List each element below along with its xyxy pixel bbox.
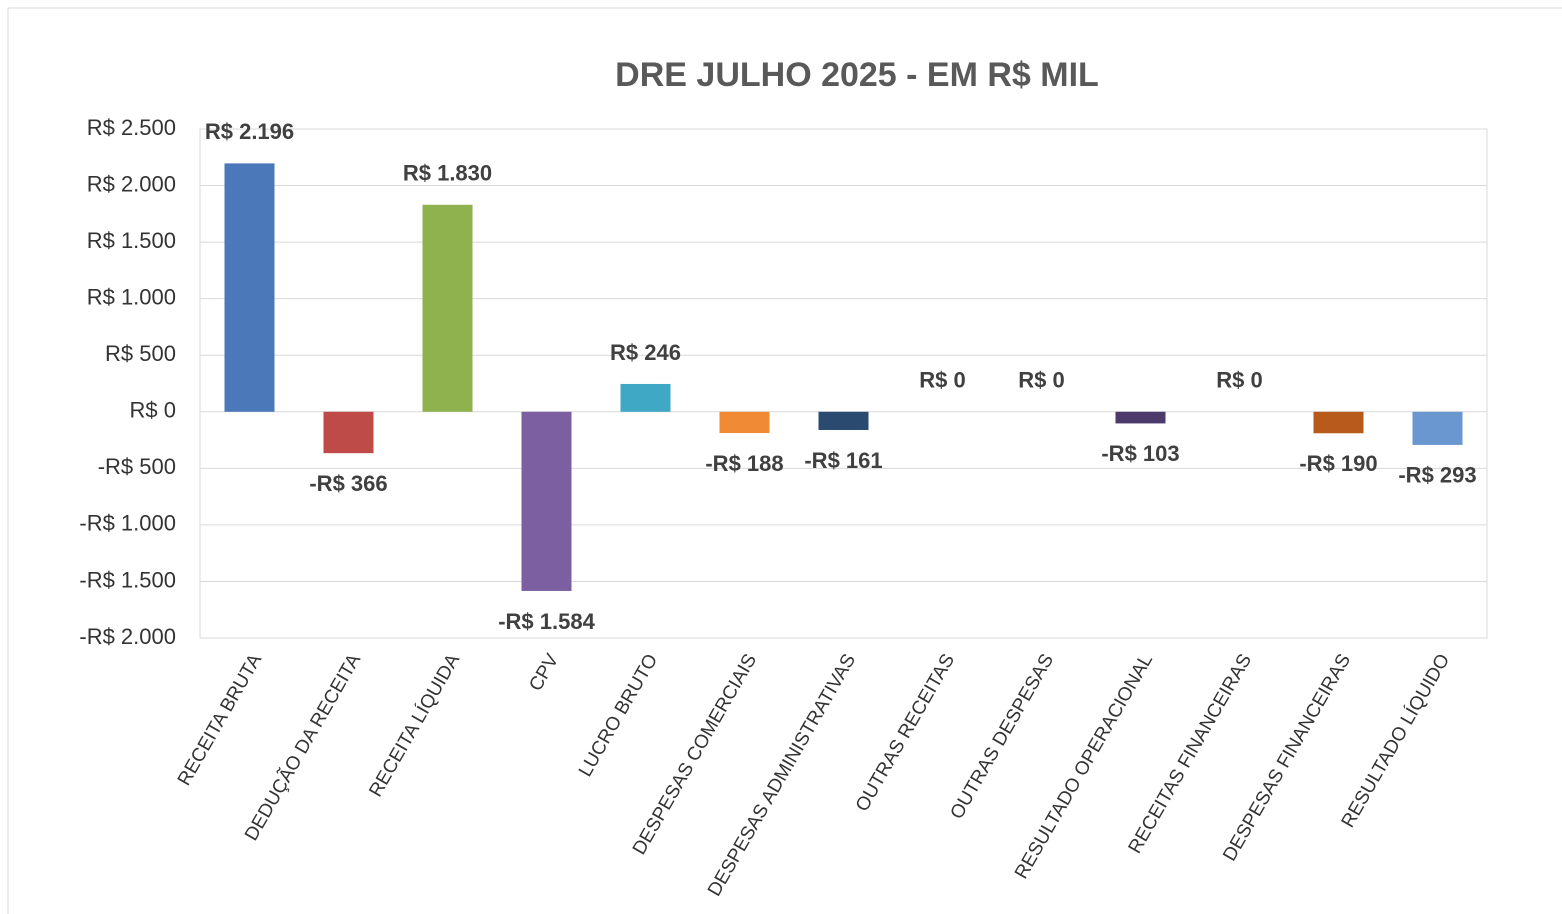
chart-frame	[7, 7, 1562, 914]
bar	[224, 163, 275, 412]
bar	[1313, 411, 1364, 434]
value-label: -R$ 190	[1299, 451, 1377, 476]
bar	[620, 383, 671, 412]
value-label: -R$ 161	[804, 448, 882, 473]
value-label: R$ 1.830	[403, 161, 492, 186]
y-tick-label: -R$ 2.000	[79, 624, 176, 649]
y-tick-label: -R$ 500	[98, 454, 176, 479]
value-label: -R$ 103	[1101, 441, 1179, 466]
bar	[818, 411, 869, 430]
y-tick-label: -R$ 1.500	[79, 567, 176, 592]
value-label: -R$ 188	[705, 451, 783, 476]
bar	[719, 411, 770, 434]
y-tick-label: R$ 2.000	[87, 171, 176, 196]
value-label: R$ 0	[919, 368, 965, 393]
value-label: R$ 2.196	[205, 119, 294, 144]
bar	[323, 411, 374, 454]
bar	[521, 411, 572, 591]
bar	[1412, 411, 1463, 445]
y-tick-label: R$ 0	[130, 398, 176, 423]
y-tick-label: R$ 500	[105, 341, 176, 366]
value-label: R$ 246	[610, 340, 681, 365]
chart-title: DRE JULHO 2025 - EM R$ MIL	[615, 56, 1099, 94]
bar	[1115, 411, 1166, 424]
value-label: -R$ 1.584	[498, 609, 595, 634]
value-label: R$ 0	[1018, 368, 1064, 393]
y-tick-label: R$ 1.500	[87, 228, 176, 253]
y-tick-label: -R$ 1.000	[79, 511, 176, 536]
value-label: -R$ 293	[1398, 463, 1476, 488]
value-label: R$ 0	[1216, 368, 1262, 393]
y-tick-label: R$ 2.500	[87, 115, 176, 140]
value-label: -R$ 366	[309, 471, 387, 496]
bar	[422, 204, 473, 412]
y-tick-label: R$ 1.000	[87, 284, 176, 309]
